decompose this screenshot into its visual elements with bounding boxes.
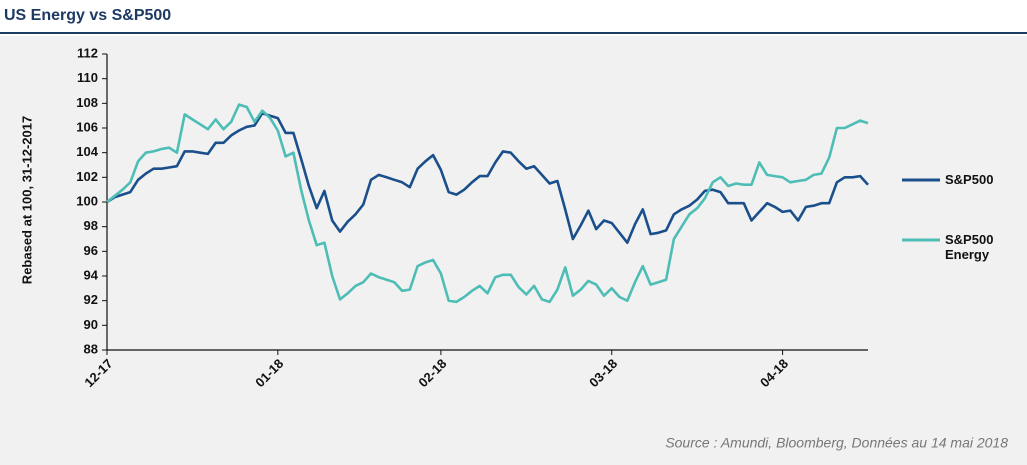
legend-label: S&P500 [945, 172, 994, 187]
y-tick-label: 112 [77, 45, 98, 60]
y-tick-label: 98 [84, 218, 98, 233]
y-tick-label: 88 [84, 341, 98, 356]
y-tick-label: 94 [84, 267, 99, 282]
line-series [106, 111, 869, 244]
source-note: Source : Amundi, Bloomberg, Données au 1… [665, 435, 1008, 451]
y-tick-label: 90 [84, 317, 98, 332]
y-tick-label: 106 [76, 119, 98, 134]
chart-title: US Energy vs S&P500 [4, 7, 171, 24]
y-tick-label: 110 [77, 70, 98, 85]
panel [0, 36, 1027, 465]
y-axis-label: Rebased at 100, 31-12-2017 [19, 116, 34, 284]
y-tick-label: 92 [84, 292, 98, 307]
y-tick-label: 100 [76, 193, 98, 208]
legend-label: S&P500 Energy [945, 232, 994, 262]
y-tick-label: 96 [84, 243, 98, 258]
y-tick-label: 108 [76, 95, 98, 110]
y-tick-label: 102 [76, 169, 98, 184]
y-tick-label: 104 [76, 144, 98, 159]
line-series [106, 103, 869, 304]
